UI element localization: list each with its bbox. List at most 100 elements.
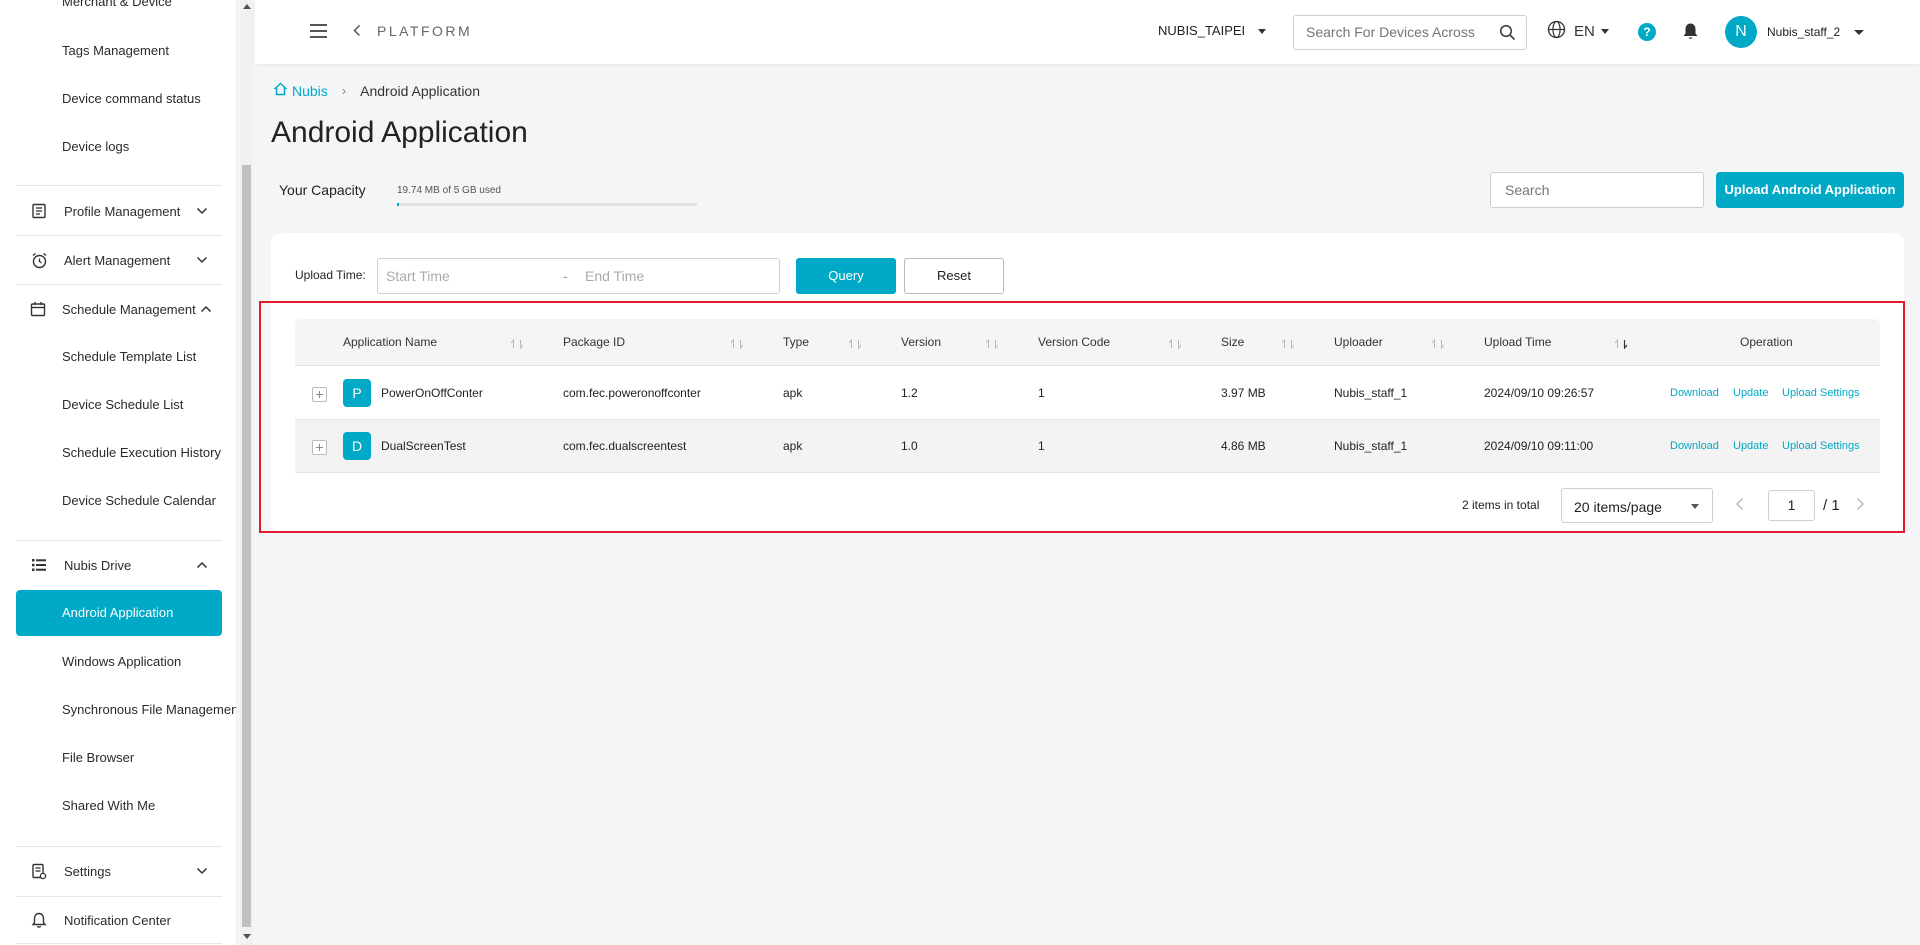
sidebar-group-alert-management[interactable]: Alert Management [16, 236, 222, 284]
column-header-type[interactable]: Type [783, 335, 810, 349]
upload-settings-link[interactable]: Upload Settings [1782, 387, 1860, 399]
platform-label[interactable]: PLATFORM [377, 23, 473, 39]
sidebar-group-schedule-management[interactable]: Schedule Management [16, 285, 222, 333]
sort-icon[interactable] [1168, 336, 1182, 354]
caret-down-icon [1600, 29, 1609, 34]
column-header-operation: Operation [1740, 335, 1793, 349]
page-title: Android Application [271, 116, 528, 149]
update-link[interactable]: Update [1733, 440, 1769, 452]
expand-row-icon[interactable] [312, 387, 327, 402]
column-header-upload-time[interactable]: Upload Time [1484, 335, 1552, 349]
hamburger-menu-icon[interactable] [310, 24, 327, 38]
scrollbar-thumb[interactable] [242, 165, 251, 927]
table-row: P PowerOnOffConter com.fec.poweronoffcon… [295, 367, 1880, 420]
application-search[interactable] [1490, 172, 1704, 208]
sidebar-item-synchronous-file-management[interactable]: Synchronous File Management [62, 702, 237, 717]
sort-icon[interactable] [848, 336, 862, 354]
column-header-uploader[interactable]: Uploader [1334, 335, 1383, 349]
page-size-value: 20 items/page [1574, 499, 1662, 515]
sidebar-item-schedule-template-list[interactable]: Schedule Template List [62, 349, 197, 364]
download-link[interactable]: Download [1670, 387, 1719, 399]
query-button[interactable]: Query [796, 258, 896, 294]
sidebar-group-settings[interactable]: Settings [16, 847, 222, 895]
caret-down-icon[interactable] [1854, 30, 1864, 35]
sidebar-item-merchant-device[interactable]: Merchant & Device [62, 0, 172, 9]
reset-button[interactable]: Reset [904, 258, 1004, 294]
application-search-input[interactable] [1505, 182, 1685, 198]
alarm-clock-icon [30, 251, 48, 269]
caret-down-icon[interactable] [1258, 29, 1266, 34]
chevron-up-icon [200, 301, 212, 317]
column-header-size[interactable]: Size [1221, 335, 1245, 349]
sidebar: Merchant & Device Tags Management Device… [0, 0, 237, 945]
cell-version: 1.2 [901, 386, 918, 400]
sidebar-item-device-command-status[interactable]: Device command status [62, 91, 201, 106]
help-icon[interactable]: ? [1638, 23, 1656, 41]
search-icon[interactable] [1499, 24, 1516, 46]
upload-android-application-button[interactable]: Upload Android Application [1716, 172, 1904, 208]
sidebar-item-device-schedule-list[interactable]: Device Schedule List [62, 397, 184, 412]
page-size-select[interactable]: 20 items/page [1561, 488, 1713, 523]
sidebar-scrollbar[interactable] [240, 0, 253, 945]
next-page-icon[interactable] [1856, 497, 1865, 516]
chevron-left-icon[interactable] [353, 24, 361, 42]
capacity-progress-bar [397, 203, 697, 206]
expand-row-icon[interactable] [312, 440, 327, 455]
cell-version-code: 1 [1038, 439, 1045, 453]
sidebar-group-profile-management[interactable]: Profile Management [16, 187, 222, 235]
breadcrumb-current: Android Application [360, 82, 481, 99]
sidebar-item-windows-application[interactable]: Windows Application [62, 654, 182, 669]
upload-time-range-picker[interactable]: Start Time - End Time [377, 258, 780, 294]
sort-icon[interactable] [730, 336, 744, 354]
sidebar-divider [16, 846, 222, 847]
scroll-up-icon[interactable] [243, 4, 251, 9]
sidebar-item-android-application[interactable]: Android Application [16, 590, 222, 636]
sort-icon[interactable] [510, 336, 524, 354]
breadcrumb-home[interactable]: Nubis [273, 82, 328, 99]
sidebar-item-device-schedule-calendar[interactable]: Device Schedule Calendar [62, 493, 216, 508]
avatar[interactable]: N [1725, 16, 1757, 48]
sidebar-item-tags-management[interactable]: Tags Management [62, 43, 169, 58]
start-time-input[interactable]: Start Time [386, 268, 450, 284]
scroll-down-icon[interactable] [243, 934, 251, 939]
date-range-separator: - [563, 268, 568, 284]
sidebar-item-schedule-execution-history[interactable]: Schedule Execution History [62, 445, 221, 460]
chevron-down-icon [194, 863, 210, 879]
language-selector[interactable]: EN [1547, 20, 1609, 43]
cell-upload-time: 2024/09/10 09:11:00 [1484, 439, 1594, 453]
sort-icon[interactable] [1431, 336, 1445, 354]
username[interactable]: Nubis_staff_2 [1767, 25, 1841, 39]
organization-selector[interactable]: NUBIS_TAIPEI [1158, 23, 1246, 38]
column-header-version-code[interactable]: Version Code [1038, 335, 1111, 349]
end-time-input[interactable]: End Time [585, 268, 645, 284]
sidebar-group-nubis-drive[interactable]: Nubis Drive [16, 541, 222, 589]
sidebar-item-file-browser[interactable]: File Browser [62, 750, 135, 765]
home-icon [273, 82, 288, 99]
sidebar-divider [16, 943, 222, 944]
column-header-application-name[interactable]: Application Name [343, 335, 438, 349]
upload-settings-link[interactable]: Upload Settings [1782, 440, 1860, 452]
sidebar-item-shared-with-me[interactable]: Shared With Me [62, 798, 156, 813]
profile-icon [30, 202, 48, 220]
sidebar-divider [16, 284, 222, 285]
cell-version-code: 1 [1038, 386, 1045, 400]
sort-icon[interactable] [1281, 336, 1295, 354]
bell-icon[interactable] [1682, 22, 1699, 46]
sidebar-group-notification-center[interactable]: Notification Center [16, 896, 222, 944]
device-search-input[interactable] [1306, 24, 1486, 40]
column-header-version[interactable]: Version [901, 335, 942, 349]
sidebar-item-device-logs[interactable]: Device logs [62, 139, 130, 154]
column-header-package-id[interactable]: Package ID [563, 335, 626, 349]
sort-descending-icon[interactable] [1614, 336, 1628, 354]
device-search[interactable] [1293, 15, 1527, 50]
page-number-input[interactable]: 1 [1768, 490, 1815, 521]
caret-down-icon [1691, 504, 1699, 509]
cell-version: 1.0 [901, 439, 918, 453]
breadcrumb: Nubis › Android Application [273, 82, 480, 99]
cell-upload-time: 2024/09/10 09:26:57 [1484, 386, 1595, 400]
download-link[interactable]: Download [1670, 440, 1719, 452]
sort-icon[interactable] [985, 336, 999, 354]
previous-page-icon[interactable] [1735, 497, 1744, 516]
update-link[interactable]: Update [1733, 387, 1769, 399]
list-icon [30, 556, 48, 574]
